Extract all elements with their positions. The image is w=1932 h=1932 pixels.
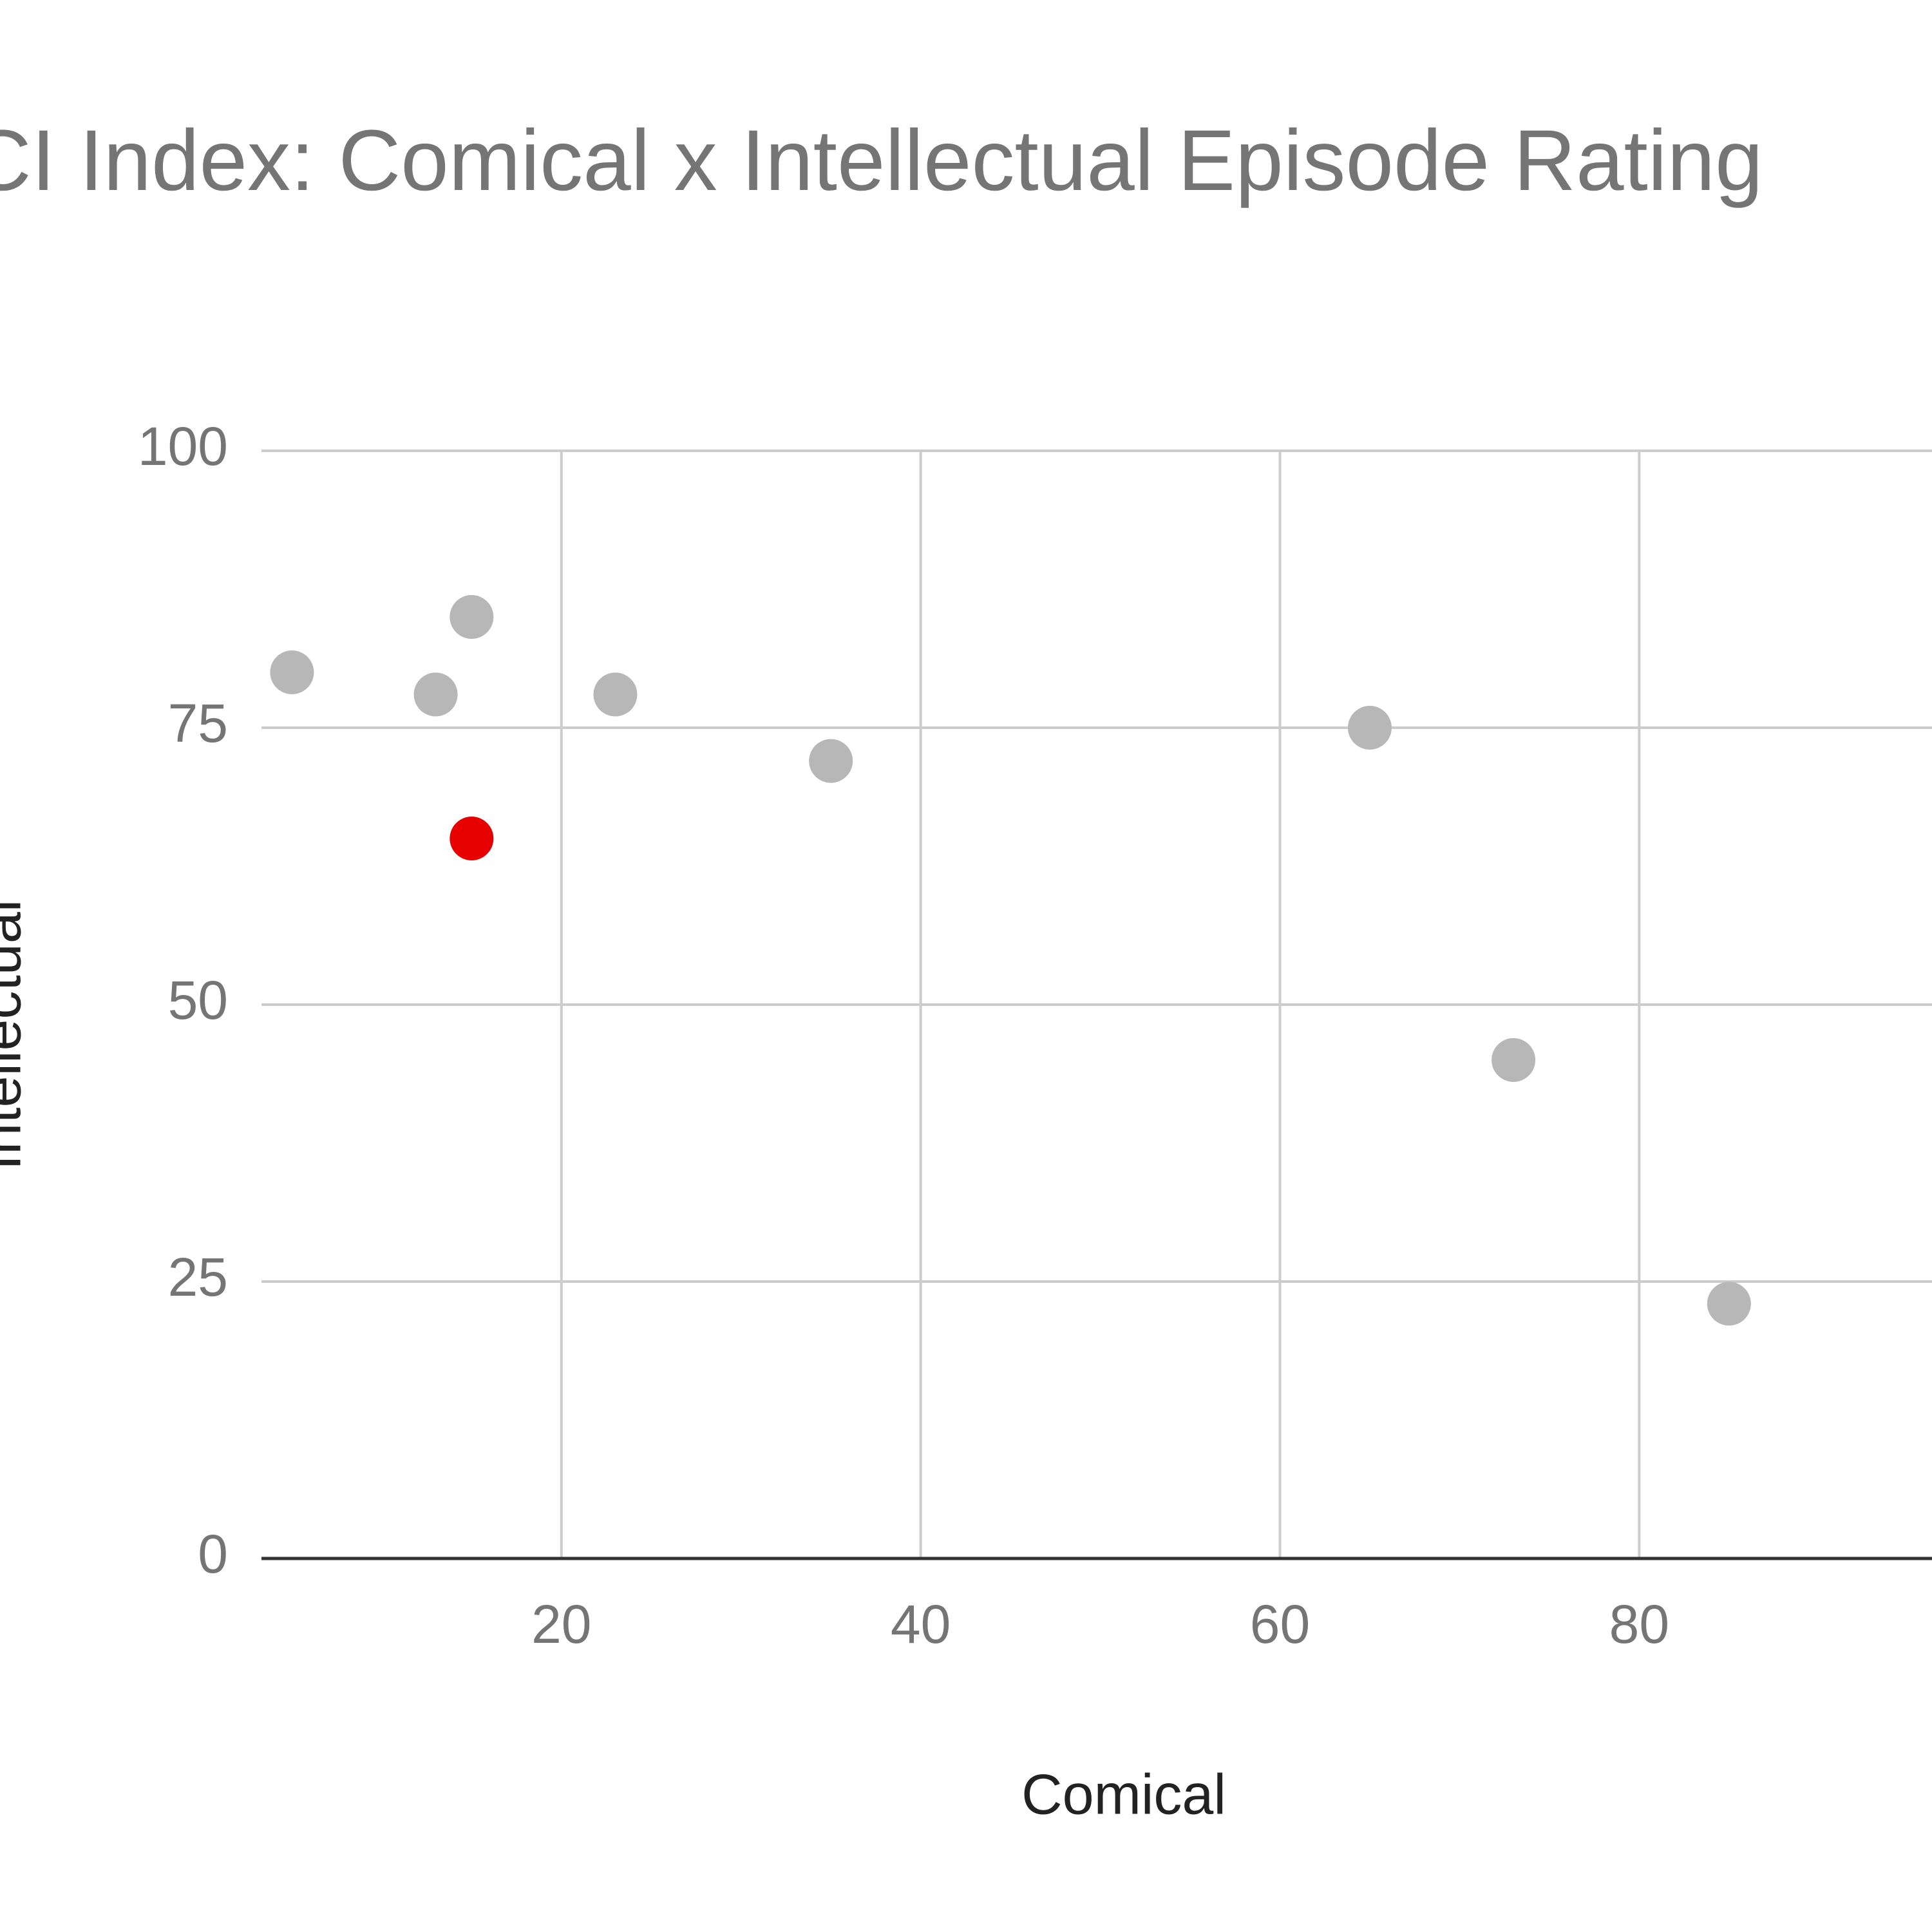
point xyxy=(450,595,494,639)
y-tick-label: 75 xyxy=(168,693,228,753)
point xyxy=(809,739,853,783)
x-tick-label: 20 xyxy=(531,1594,591,1654)
point xyxy=(413,672,458,717)
point xyxy=(1707,1282,1751,1326)
x-tick-label: 40 xyxy=(891,1594,951,1654)
chart-title: CI Index: Comical x Intellectual Episode… xyxy=(0,113,1763,209)
point xyxy=(1492,1038,1536,1082)
point xyxy=(270,650,314,694)
x-axis-title: Comical xyxy=(1021,1762,1226,1826)
y-tick-label: 50 xyxy=(168,970,228,1030)
x-tick-label: 60 xyxy=(1250,1594,1310,1654)
y-axis-title: Intellectual xyxy=(0,900,32,1171)
point xyxy=(593,672,638,717)
y-tick-label: 25 xyxy=(168,1247,228,1307)
x-tick-label: 80 xyxy=(1609,1594,1669,1654)
y-tick-label: 0 xyxy=(198,1524,228,1584)
point xyxy=(450,817,494,860)
y-tick-label: 100 xyxy=(138,416,228,477)
point xyxy=(1347,706,1392,750)
